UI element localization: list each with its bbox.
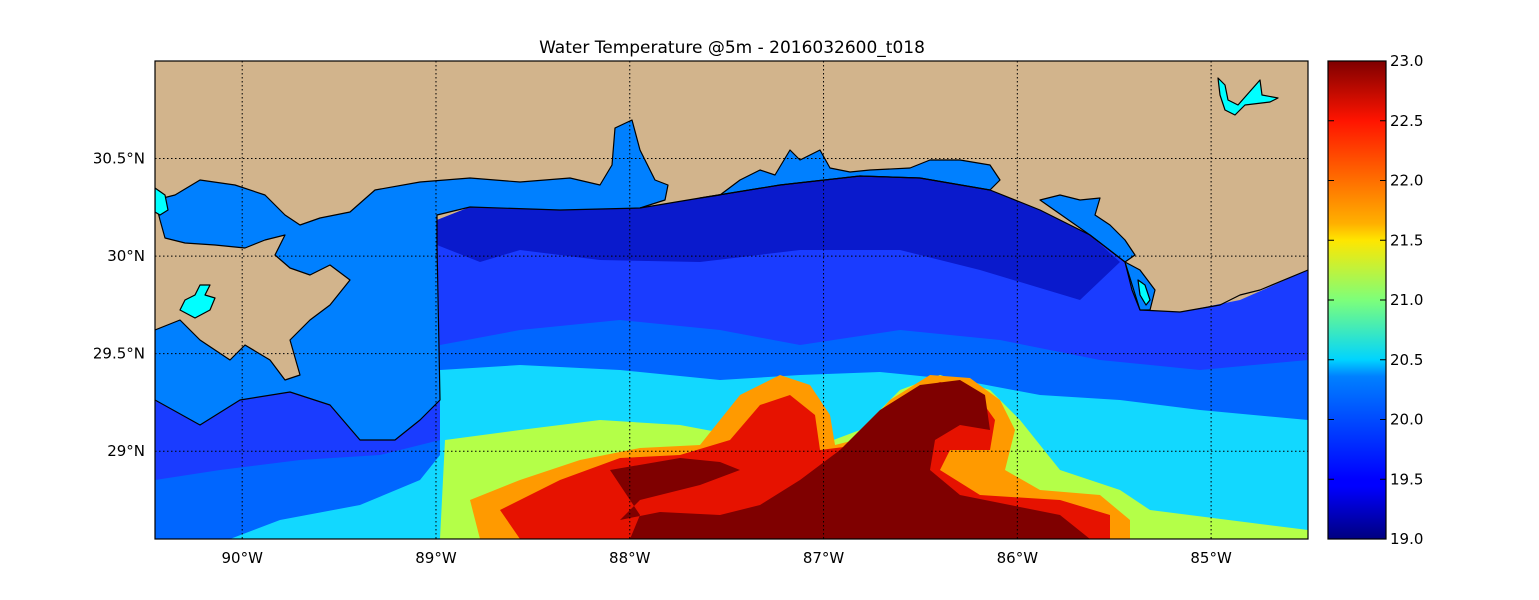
colorbar-tick-label: 22.5 bbox=[1390, 112, 1423, 130]
latitude-label: 29.5°N bbox=[93, 345, 145, 363]
longitude-labels: 90°W 89°W 88°W 87°W 86°W 85°W bbox=[221, 549, 1231, 567]
chart-title: Water Temperature @5m - 2016032600_t018 bbox=[539, 38, 925, 58]
longitude-label: 90°W bbox=[221, 549, 263, 567]
longitude-label: 86°W bbox=[997, 549, 1039, 567]
longitude-label: 85°W bbox=[1190, 549, 1232, 567]
latitude-label: 30°N bbox=[107, 247, 145, 265]
graticule bbox=[155, 61, 1308, 539]
inland-water bbox=[155, 119, 669, 441]
colorbar-tick-label: 20.5 bbox=[1390, 351, 1423, 369]
latitude-label: 30.5°N bbox=[93, 150, 145, 168]
longitude-label: 88°W bbox=[609, 549, 651, 567]
colorbar-tick-label: 21.0 bbox=[1390, 291, 1423, 309]
lake-panhandle bbox=[1137, 279, 1151, 306]
colorbar-tick-label: 19.0 bbox=[1390, 530, 1423, 548]
colorbar-tick-label: 20.0 bbox=[1390, 411, 1423, 429]
lake-upper bbox=[1217, 77, 1279, 116]
colorbar-tick-label: 23.0 bbox=[1390, 52, 1423, 70]
map-area bbox=[155, 61, 1308, 539]
colorbar-tick-label: 22.0 bbox=[1390, 172, 1423, 190]
lake-salvador bbox=[179, 284, 216, 319]
longitude-label: 87°W bbox=[803, 549, 845, 567]
latitude-label: 29°N bbox=[107, 442, 145, 460]
latitude-labels: 30.5°N 30°N 29.5°N 29°N bbox=[93, 150, 145, 461]
colorbar-ticks: 23.0 22.5 22.0 21.5 21.0 20.5 20.0 19.5 19.0 bbox=[1328, 52, 1423, 548]
lake-maurepas bbox=[155, 187, 169, 216]
colorbar-tick-label: 21.5 bbox=[1390, 231, 1423, 249]
colorbar bbox=[1327, 60, 1387, 540]
longitude-label: 89°W bbox=[415, 549, 457, 567]
sea-coastal-cold bbox=[437, 176, 1120, 300]
colorbar-tick-label: 19.5 bbox=[1390, 470, 1423, 488]
sea-loop-current bbox=[610, 380, 1090, 539]
map-frame bbox=[154, 60, 1309, 540]
coastline bbox=[639, 175, 1308, 313]
